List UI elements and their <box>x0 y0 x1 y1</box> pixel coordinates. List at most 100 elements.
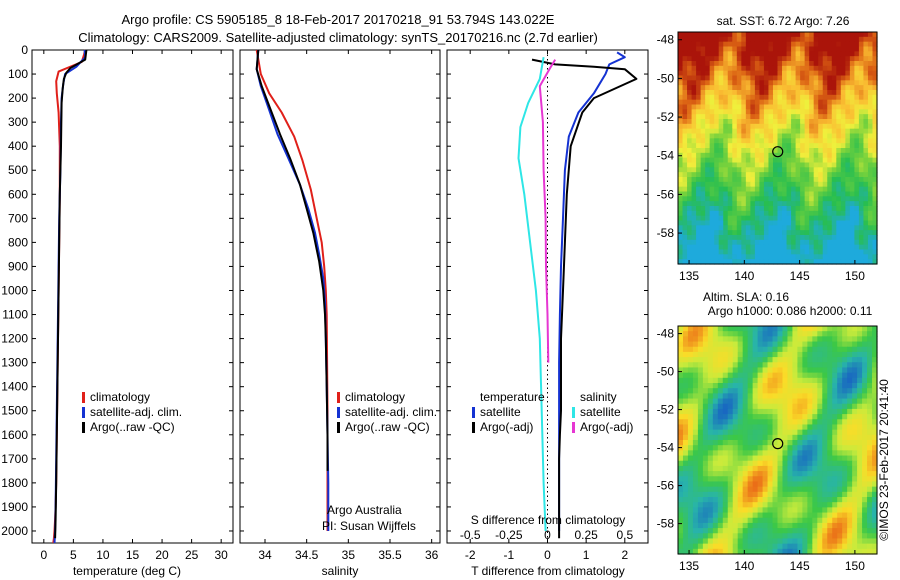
map-cell <box>845 239 851 246</box>
map-cell <box>836 162 842 168</box>
map-cell <box>782 491 789 498</box>
map-cell <box>867 80 874 86</box>
map-cell <box>717 351 724 358</box>
map-cell <box>837 357 843 363</box>
map-cell <box>857 331 863 337</box>
map-cell <box>842 424 848 431</box>
map-cell <box>723 230 729 236</box>
map-cell <box>800 32 806 38</box>
map-cell <box>745 206 751 212</box>
map-cell <box>741 152 747 159</box>
map-cell <box>777 497 784 503</box>
map-cell <box>745 235 751 241</box>
map-cell <box>752 512 759 519</box>
series-line-argo-raw-qc- <box>54 49 88 539</box>
map-cell <box>772 157 779 164</box>
map-cell <box>831 152 837 159</box>
map-cell <box>837 336 843 343</box>
map-cell <box>787 460 794 467</box>
map-cell <box>867 377 873 384</box>
salinity-xlabel: salinity <box>322 564 359 578</box>
map-cell <box>727 80 733 86</box>
map-cell <box>872 75 878 81</box>
map-cell <box>845 104 851 110</box>
map-cell <box>745 80 751 86</box>
map-cell <box>818 259 824 265</box>
map-cell <box>827 398 833 405</box>
map-cell <box>795 191 801 197</box>
map-cell <box>732 201 738 207</box>
map-cell <box>812 383 818 389</box>
map-cell <box>791 167 797 173</box>
map-cell <box>809 99 815 106</box>
map-cell <box>782 181 788 188</box>
map-cell <box>807 486 813 493</box>
map-cell <box>718 206 724 212</box>
map-cell <box>702 440 709 446</box>
map-cell <box>705 46 711 52</box>
map-cell <box>767 522 774 529</box>
map-cell <box>709 46 715 52</box>
map-cell <box>782 331 789 337</box>
map-cell <box>752 481 759 488</box>
map-cell <box>817 445 823 451</box>
map-cell <box>741 94 747 101</box>
map-cell <box>797 383 803 389</box>
map-cell <box>696 114 702 120</box>
map-cell <box>754 128 761 135</box>
map-cell <box>687 220 693 226</box>
map-cell <box>768 148 774 154</box>
map-cell <box>845 143 851 149</box>
map-cell <box>722 403 729 410</box>
map-cell <box>736 143 742 149</box>
map-cell <box>762 455 769 462</box>
map-cell <box>722 460 729 467</box>
map-cell <box>847 465 853 472</box>
map-cell <box>678 351 684 358</box>
map-cell <box>691 230 697 236</box>
map-cell <box>867 133 874 139</box>
map-cell <box>827 346 833 353</box>
map-cell <box>727 476 734 483</box>
map-cell <box>723 90 729 96</box>
map-cell <box>767 455 774 462</box>
map-cell <box>782 172 788 178</box>
map-cell <box>786 162 792 168</box>
map-cell <box>807 533 813 540</box>
map-cell <box>831 259 837 265</box>
map-cell <box>678 215 684 222</box>
map-cell <box>732 502 739 508</box>
map-cell <box>802 465 808 472</box>
map-cell <box>705 36 711 43</box>
map-cell <box>872 191 878 197</box>
map-cell <box>786 249 792 255</box>
map-cell <box>687 528 694 534</box>
map-cell <box>809 206 815 212</box>
map-cell <box>678 99 684 106</box>
map-cell <box>700 215 706 222</box>
map-cell <box>792 336 798 343</box>
map-cell <box>777 41 783 48</box>
map-cell <box>707 393 714 400</box>
map-cell <box>696 201 702 207</box>
map-cell <box>707 372 714 379</box>
map-cell <box>732 398 739 405</box>
map-cell <box>849 191 855 197</box>
map-cell <box>842 460 848 467</box>
map-cell <box>802 460 808 467</box>
map-cell <box>717 450 724 457</box>
map-cell <box>812 326 818 332</box>
map-cell <box>702 502 709 508</box>
map-cell <box>857 351 863 358</box>
map-cell <box>847 507 853 514</box>
map-cell <box>754 123 761 130</box>
map-cell <box>797 346 803 353</box>
map-cell <box>867 148 874 154</box>
map-cell <box>691 128 697 135</box>
map-cell <box>777 128 783 135</box>
map-cell <box>804 41 810 48</box>
map-cell <box>741 181 747 188</box>
map-cell <box>795 65 801 72</box>
map-cell <box>696 133 702 139</box>
map-cell <box>696 249 702 255</box>
